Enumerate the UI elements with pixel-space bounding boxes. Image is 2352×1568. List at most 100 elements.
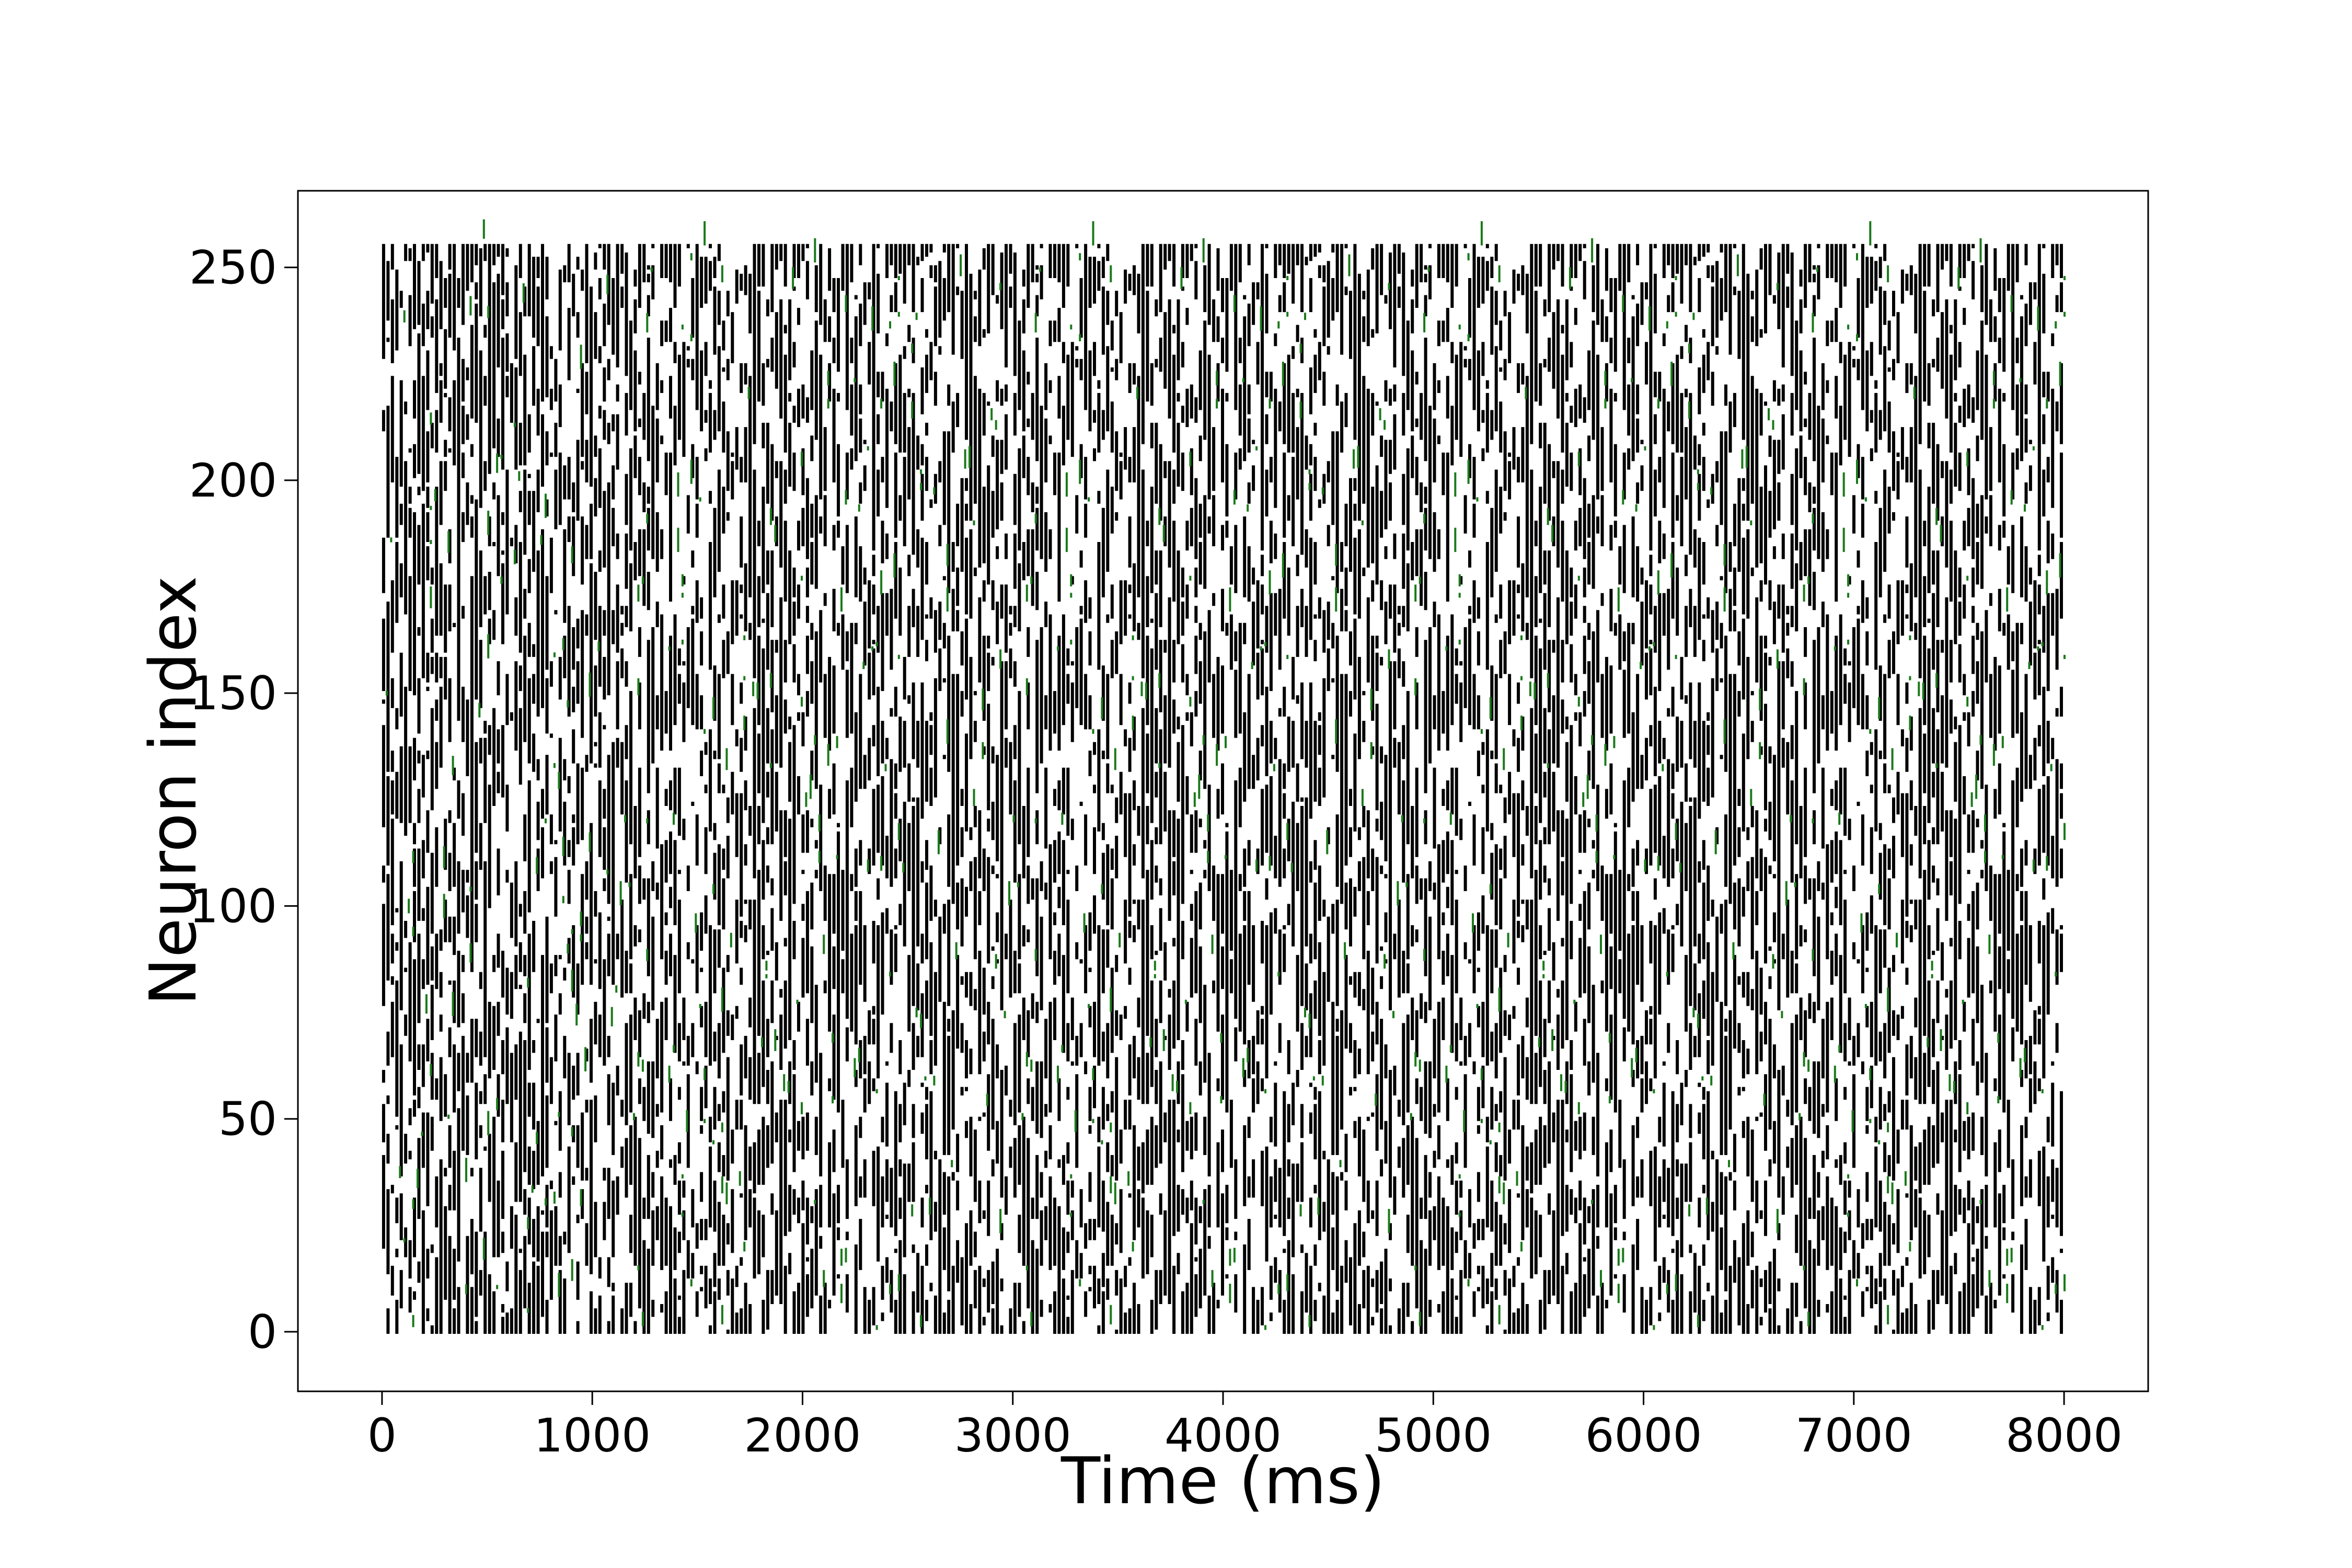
spike-mark-green <box>845 295 847 313</box>
spike-mark-green <box>1467 334 1470 341</box>
spike-mark-green <box>1242 1058 1244 1078</box>
spike-mark-green <box>1864 1004 1867 1008</box>
spike-mark-green <box>1860 913 1863 933</box>
spike-mark-green <box>1931 961 1933 971</box>
spike-mark-green <box>562 836 564 856</box>
spike-mark-green <box>580 911 582 926</box>
spike-mark-green <box>1454 472 1457 497</box>
spike-mark-green <box>1445 1065 1448 1083</box>
x-axis-label: Time (ms) <box>1060 1444 1385 1519</box>
spike-mark-green <box>1247 1047 1249 1063</box>
spike-mark-green <box>1622 295 1624 313</box>
spike-mark-green <box>1198 775 1201 799</box>
spike-mark-green <box>1604 399 1607 409</box>
spike-mark-green <box>1577 1102 1580 1114</box>
spike-mark-green <box>1935 763 1938 768</box>
spike-mark-green <box>1220 1033 1223 1043</box>
spike-mark-green <box>1030 1311 1033 1327</box>
spike-mark-green <box>1591 238 1594 263</box>
spike-mark-green <box>1984 851 1986 863</box>
spike-mark-green <box>1887 1305 1889 1324</box>
y-tick-label: 0 <box>248 1305 277 1359</box>
spike-mark-green <box>1339 1160 1342 1168</box>
spike-mark-green <box>500 577 503 584</box>
spike-mark-green <box>545 818 547 824</box>
spike-mark-green <box>1909 676 1911 681</box>
spike-mark-green <box>801 575 803 581</box>
spike-mark-green <box>1520 635 1523 640</box>
spike-mark-green <box>412 1315 414 1328</box>
spike-mark-green <box>1812 313 1814 332</box>
spike-mark-green <box>1997 1033 2000 1043</box>
spike-mark-green <box>469 943 472 963</box>
spike-mark-green <box>536 1132 538 1144</box>
spike-mark-green <box>1542 961 1545 971</box>
spike-mark-green <box>531 1185 534 1193</box>
spike-mark-green <box>787 1081 790 1093</box>
spike-mark-green <box>880 856 883 871</box>
spike-mark-green <box>1449 812 1452 825</box>
spike-mark-green <box>1127 1171 1130 1186</box>
spike-mark-green <box>469 886 472 892</box>
spike-mark-green <box>1670 553 1673 578</box>
spike-mark-green <box>1887 987 1889 1012</box>
spike-mark-green <box>1326 830 1329 855</box>
spike-mark-green <box>867 446 869 451</box>
spike-mark-green <box>1891 1182 1894 1205</box>
spike-mark-green <box>1458 574 1461 586</box>
spike-mark-green <box>628 882 631 887</box>
spike-mark-green <box>1675 276 1677 280</box>
spike-mark-green <box>937 830 940 855</box>
spike-mark-green <box>1750 520 1753 525</box>
spike-mark-green <box>1542 974 1545 978</box>
spike-mark-green <box>721 1122 723 1133</box>
spike-mark-green <box>1467 253 1470 261</box>
spike-mark-green <box>1132 716 1134 731</box>
spike-mark-green <box>571 929 573 934</box>
spike-mark-green <box>1034 513 1037 524</box>
spike-mark-green <box>743 676 746 681</box>
spike-mark-green <box>721 987 723 1012</box>
spike-mark-green <box>999 1209 1002 1233</box>
spike-mark-green <box>1763 1093 1766 1106</box>
spike-mark-green <box>1591 735 1594 745</box>
spike-mark-green <box>1458 1213 1461 1217</box>
spike-mark-green <box>1869 221 1872 246</box>
spike-mark-green <box>1988 935 1991 954</box>
spike-mark-green <box>2063 276 2066 280</box>
spike-mark-green <box>641 577 644 584</box>
spike-mark-green <box>1282 553 1284 578</box>
spike-mark-green <box>1269 570 1271 595</box>
spike-mark-green <box>1547 508 1549 525</box>
spike-mark-green <box>1030 577 1033 584</box>
spike-mark-green <box>1074 1110 1077 1132</box>
spike-mark-green <box>1988 1270 1991 1287</box>
spike-mark-green <box>1970 792 1973 807</box>
spike-mark-green <box>836 736 838 748</box>
spike-mark-green <box>1896 932 1898 948</box>
spike-mark-green <box>1838 1045 1841 1053</box>
spike-mark-green <box>513 549 516 564</box>
spike-mark-green <box>2046 856 2048 871</box>
spike-mark-green <box>1600 1270 1602 1287</box>
spike-mark-green <box>1653 642 1655 647</box>
spike-mark-green <box>920 1315 923 1328</box>
spike-mark-green <box>2010 1248 2013 1263</box>
spike-mark-green <box>1816 267 1818 272</box>
spike-mark-green <box>571 1126 573 1137</box>
spike-mark-green <box>465 1284 467 1294</box>
spike-mark-green <box>889 321 891 329</box>
spike-mark-green <box>1935 508 1938 525</box>
spike-mark-green <box>1692 313 1695 320</box>
spike-mark-green <box>1812 949 1814 961</box>
spike-mark-green <box>805 792 808 807</box>
spike-mark-green <box>1975 775 1978 799</box>
spike-mark-green <box>562 896 564 904</box>
spike-mark-green <box>527 977 529 988</box>
spike-mark-green <box>2041 642 2044 647</box>
spike-mark-green <box>562 638 564 651</box>
spike-mark-green <box>610 1007 613 1027</box>
spike-mark-green <box>1110 1305 1112 1324</box>
spike-mark-green <box>681 574 684 586</box>
spike-mark-green <box>1388 649 1390 669</box>
